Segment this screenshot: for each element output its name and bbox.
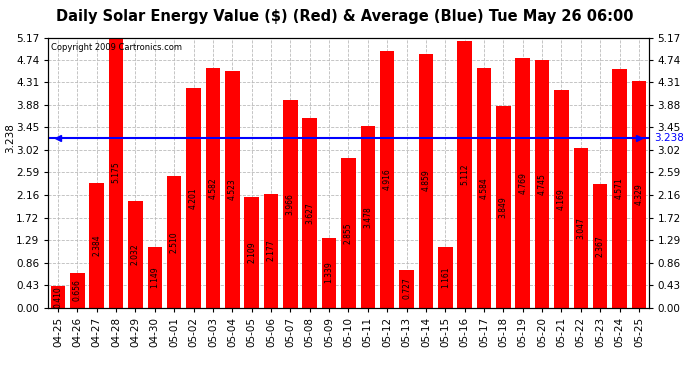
Text: Daily Solar Energy Value ($) (Red) & Average (Blue) Tue May 26 06:00: Daily Solar Energy Value ($) (Red) & Ave… (57, 9, 633, 24)
Text: 4.523: 4.523 (228, 178, 237, 200)
Text: 4.916: 4.916 (383, 168, 392, 190)
Text: 4.859: 4.859 (422, 170, 431, 192)
Text: 2.367: 2.367 (595, 235, 604, 256)
Bar (128, 201, 143, 308)
Text: 0.410: 0.410 (54, 286, 63, 308)
Text: 1.149: 1.149 (150, 267, 159, 288)
Bar (283, 100, 297, 308)
Bar (554, 90, 569, 308)
Text: 3.627: 3.627 (305, 202, 314, 223)
Text: 1.339: 1.339 (324, 262, 333, 284)
Bar (419, 54, 433, 307)
Text: 4.582: 4.582 (208, 177, 217, 199)
Bar (244, 197, 259, 308)
Text: 4.329: 4.329 (634, 184, 643, 206)
Text: 5.175: 5.175 (112, 162, 121, 183)
Bar (400, 270, 414, 308)
Text: 2.384: 2.384 (92, 234, 101, 256)
Text: 3.966: 3.966 (286, 193, 295, 215)
Text: 0.727: 0.727 (402, 278, 411, 299)
Bar (612, 69, 627, 308)
Text: 3.849: 3.849 (499, 196, 508, 218)
Text: 2.177: 2.177 (266, 240, 275, 261)
Bar (573, 148, 588, 308)
Text: 5.112: 5.112 (460, 163, 469, 185)
Bar (535, 60, 549, 308)
Text: 2.109: 2.109 (247, 242, 256, 263)
Text: 4.169: 4.169 (557, 188, 566, 210)
Text: 2.032: 2.032 (131, 244, 140, 265)
Text: 3.238: 3.238 (655, 134, 684, 143)
Bar (90, 183, 104, 308)
Text: 0.656: 0.656 (73, 279, 82, 301)
Text: 4.745: 4.745 (538, 172, 546, 195)
Text: 4.584: 4.584 (480, 177, 489, 199)
Bar (341, 158, 356, 308)
Bar (496, 106, 511, 308)
Bar (70, 273, 85, 308)
Bar (457, 40, 472, 308)
Bar (477, 68, 491, 308)
Bar (186, 88, 201, 308)
Text: 4.571: 4.571 (615, 177, 624, 199)
Text: 4.769: 4.769 (518, 172, 527, 194)
Text: 3.478: 3.478 (364, 206, 373, 228)
Text: 4.201: 4.201 (189, 187, 198, 209)
Bar (438, 247, 453, 308)
Bar (148, 248, 162, 308)
Text: 1.161: 1.161 (441, 266, 450, 288)
Bar (380, 51, 395, 308)
Bar (361, 126, 375, 308)
Text: 2.855: 2.855 (344, 222, 353, 244)
Bar (302, 118, 317, 308)
Text: Copyright 2009 Cartronics.com: Copyright 2009 Cartronics.com (51, 43, 182, 52)
Text: 2.510: 2.510 (170, 231, 179, 253)
Bar (167, 176, 181, 308)
Bar (206, 68, 220, 308)
Text: 3.238: 3.238 (6, 123, 15, 153)
Bar (515, 58, 530, 308)
Bar (264, 194, 278, 308)
Bar (593, 184, 607, 308)
Bar (109, 37, 124, 308)
Bar (51, 286, 66, 308)
Bar (225, 71, 239, 308)
Text: 3.047: 3.047 (576, 217, 585, 239)
Bar (631, 81, 646, 308)
Bar (322, 238, 336, 308)
